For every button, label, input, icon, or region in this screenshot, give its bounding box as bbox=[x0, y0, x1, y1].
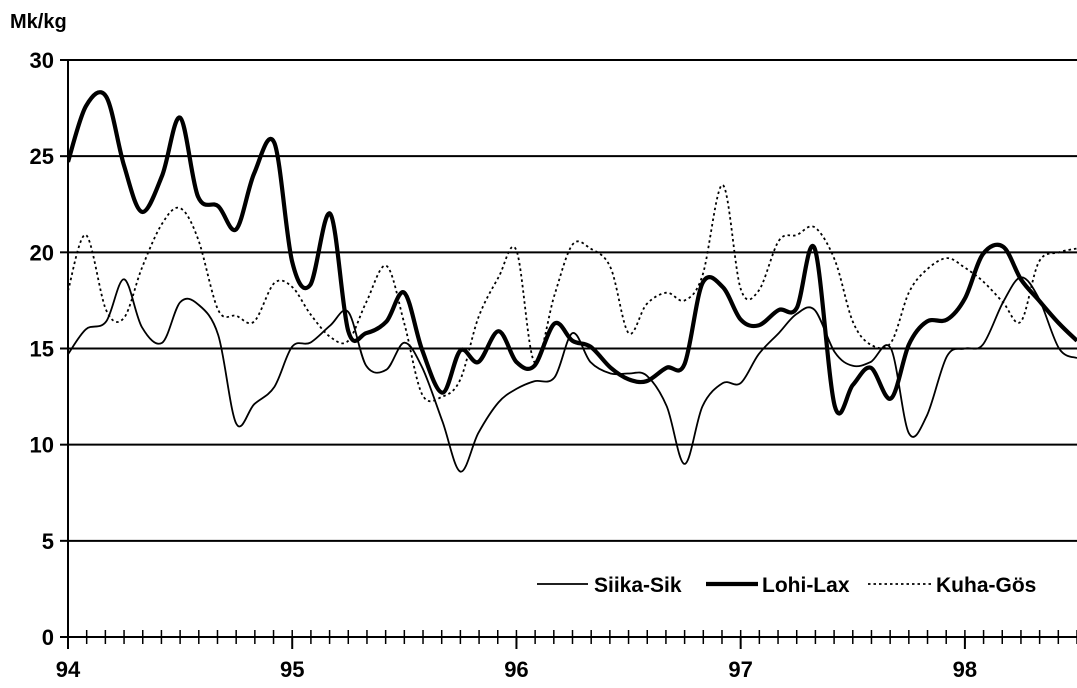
series-line-lohi-lax bbox=[68, 90, 1077, 416]
x-tick-labels: 94 95 96 97 98 bbox=[56, 657, 977, 682]
legend-label: Lohi-Lax bbox=[762, 574, 850, 597]
y-axis-unit-label: Mk/kg bbox=[10, 11, 67, 33]
x-tick-label: 97 bbox=[728, 657, 752, 682]
y-tick-label: 0 bbox=[42, 625, 54, 650]
legend-label: Siika-Sik bbox=[594, 574, 682, 597]
x-tick-label: 96 bbox=[504, 657, 528, 682]
x-tick-label: 98 bbox=[953, 657, 977, 682]
axes bbox=[60, 59, 1077, 649]
series-lines bbox=[68, 90, 1077, 473]
y-tick-label: 10 bbox=[30, 433, 54, 458]
x-tick-label: 94 bbox=[56, 657, 81, 682]
legend: Siika-Sik Lohi-Lax Kuha-Gös bbox=[537, 574, 1036, 597]
gridlines bbox=[68, 59, 1077, 542]
y-tick-label: 25 bbox=[30, 144, 54, 169]
y-tick-label: 5 bbox=[42, 529, 54, 554]
y-tick-labels: 0 5 10 15 20 25 30 bbox=[30, 48, 54, 650]
legend-label: Kuha-Gös bbox=[936, 574, 1036, 597]
x-tick-label: 95 bbox=[280, 657, 304, 682]
series-line-siika-sik bbox=[68, 276, 1077, 473]
y-tick-label: 15 bbox=[30, 337, 54, 362]
series-line-kuha-gös bbox=[68, 184, 1077, 403]
y-tick-label: 30 bbox=[30, 48, 54, 73]
y-tick-label: 20 bbox=[30, 240, 54, 265]
